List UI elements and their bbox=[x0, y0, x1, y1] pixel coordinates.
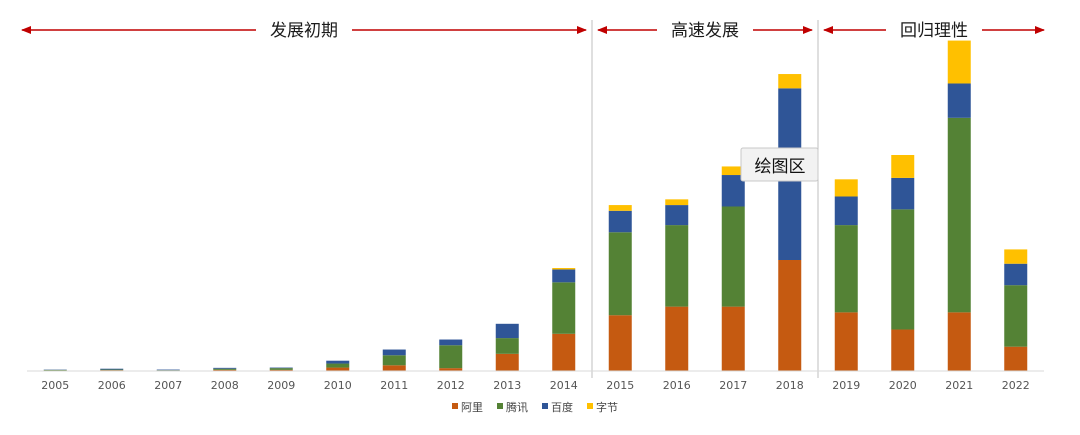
x-tick-label-2005: 2005 bbox=[41, 379, 69, 392]
bar-2016-series-1 bbox=[665, 225, 689, 307]
legend-swatch-2 bbox=[542, 403, 548, 409]
bar-2022-series-1 bbox=[1004, 285, 1028, 347]
x-tick-label-2013: 2013 bbox=[493, 379, 521, 392]
bar-2020-series-2 bbox=[891, 177, 915, 210]
bar-2009-series-2 bbox=[269, 367, 293, 369]
x-tick-label-2021: 2021 bbox=[945, 379, 973, 392]
phase-label-0: 发展初期 bbox=[270, 21, 338, 41]
bar-2017-series-2 bbox=[721, 175, 745, 207]
bar-2012-series-2 bbox=[439, 339, 463, 346]
legend: 阿里 腾讯 百度 字节 bbox=[452, 400, 618, 414]
x-tick-label-2007: 2007 bbox=[154, 379, 182, 392]
bar-2020-series-0 bbox=[891, 329, 915, 371]
phase-label-1: 高速发展 bbox=[671, 21, 739, 41]
bar-2022-series-2 bbox=[1004, 263, 1028, 286]
bar-2018-series-0 bbox=[778, 260, 802, 371]
bar-2019-series-2 bbox=[834, 196, 858, 226]
bar-2022-series-0 bbox=[1004, 346, 1028, 371]
legend-swatch-3 bbox=[587, 403, 593, 409]
bar-2019-series-1 bbox=[834, 225, 858, 313]
bar-2015-series-2 bbox=[608, 210, 632, 233]
bar-2011-series-2 bbox=[382, 349, 406, 356]
bar-2009-series-1 bbox=[269, 368, 293, 370]
bar-2015-series-1 bbox=[608, 232, 632, 316]
bar-2010-series-2 bbox=[326, 360, 350, 364]
bar-2010-series-0 bbox=[326, 367, 350, 371]
bar-2014-series-1 bbox=[552, 282, 576, 334]
bar-2005-series-1 bbox=[43, 369, 67, 371]
bar-2019-series-3 bbox=[834, 179, 858, 197]
bar-2006-series-2 bbox=[100, 368, 124, 370]
legend-swatch-1 bbox=[497, 403, 503, 409]
legend-label-1: 腾讯 bbox=[506, 400, 528, 414]
x-tick-label-2009: 2009 bbox=[267, 379, 295, 392]
bar-2011-series-1 bbox=[382, 355, 406, 366]
x-tick-label-2012: 2012 bbox=[437, 379, 465, 392]
bar-2013-series-2 bbox=[495, 323, 519, 339]
bar-2022-series-3 bbox=[1004, 249, 1028, 264]
legend-label-2: 百度 bbox=[551, 400, 573, 414]
x-tick-label-2020: 2020 bbox=[889, 379, 917, 392]
bar-2008-series-1 bbox=[213, 368, 237, 370]
bar-2013-series-1 bbox=[495, 338, 519, 354]
x-tick-label-2017: 2017 bbox=[719, 379, 747, 392]
bar-2017-series-1 bbox=[721, 206, 745, 307]
bar-2010-series-1 bbox=[326, 363, 350, 368]
bar-2019-series-0 bbox=[834, 312, 858, 371]
x-tick-label-2018: 2018 bbox=[776, 379, 804, 392]
tooltip: 绘图区 bbox=[740, 147, 819, 182]
bar-2008-series-0 bbox=[213, 369, 237, 371]
bar-2021-series-0 bbox=[947, 312, 971, 371]
tooltip-text: 绘图区 bbox=[755, 157, 806, 177]
bar-2017-series-3 bbox=[721, 166, 745, 176]
bar-2021-series-2 bbox=[947, 83, 971, 118]
bar-2017-series-0 bbox=[721, 306, 745, 371]
bar-2006-series-1 bbox=[100, 369, 124, 371]
bar-2015-series-0 bbox=[608, 315, 632, 371]
bars bbox=[43, 40, 1028, 371]
bar-2015-series-3 bbox=[608, 205, 632, 211]
legend-label-0: 阿里 bbox=[461, 401, 483, 414]
bar-2013-series-0 bbox=[495, 353, 519, 371]
phase-label-2: 回归理性 bbox=[900, 21, 968, 41]
legend-label-3: 字节 bbox=[596, 400, 618, 414]
x-tick-label-2019: 2019 bbox=[832, 379, 860, 392]
bar-2007-series-2 bbox=[156, 369, 180, 371]
x-tick-label-2011: 2011 bbox=[380, 379, 408, 392]
bar-2016-series-2 bbox=[665, 205, 689, 226]
bar-2014-series-2 bbox=[552, 269, 576, 283]
legend-swatch-0 bbox=[452, 403, 458, 409]
bar-2021-series-1 bbox=[947, 117, 971, 313]
x-tick-label-2015: 2015 bbox=[606, 379, 634, 392]
bar-2008-series-2 bbox=[213, 367, 237, 369]
x-tick-label-2008: 2008 bbox=[211, 379, 239, 392]
x-tick-label-2022: 2022 bbox=[1002, 379, 1030, 392]
x-tick-label-2006: 2006 bbox=[98, 379, 126, 392]
tooltip-box bbox=[740, 147, 819, 182]
bar-2016-series-0 bbox=[665, 306, 689, 371]
bar-2018-series-3 bbox=[778, 74, 802, 89]
x-tick-label-2010: 2010 bbox=[324, 379, 352, 392]
bar-2020-series-1 bbox=[891, 209, 915, 330]
x-tick-labels: 2005 2006 2007 2008 2009 2010 2011 2012 2013 2014… bbox=[41, 379, 1030, 392]
bar-2012-series-0 bbox=[439, 368, 463, 371]
x-tick-label-2016: 2016 bbox=[663, 379, 691, 392]
bar-2020-series-3 bbox=[891, 155, 915, 178]
bar-2011-series-0 bbox=[382, 365, 406, 371]
bar-2009-series-0 bbox=[269, 369, 293, 371]
bar-2014-series-0 bbox=[552, 333, 576, 371]
bar-2016-series-3 bbox=[665, 199, 689, 206]
phase-annotations: 发展初期 高速发展 回归理性 bbox=[21, 20, 1045, 378]
bar-2012-series-1 bbox=[439, 345, 463, 369]
x-tick-label-2014: 2014 bbox=[550, 379, 578, 392]
bar-2021-series-3 bbox=[947, 40, 971, 84]
bar-2014-series-3 bbox=[552, 268, 576, 270]
